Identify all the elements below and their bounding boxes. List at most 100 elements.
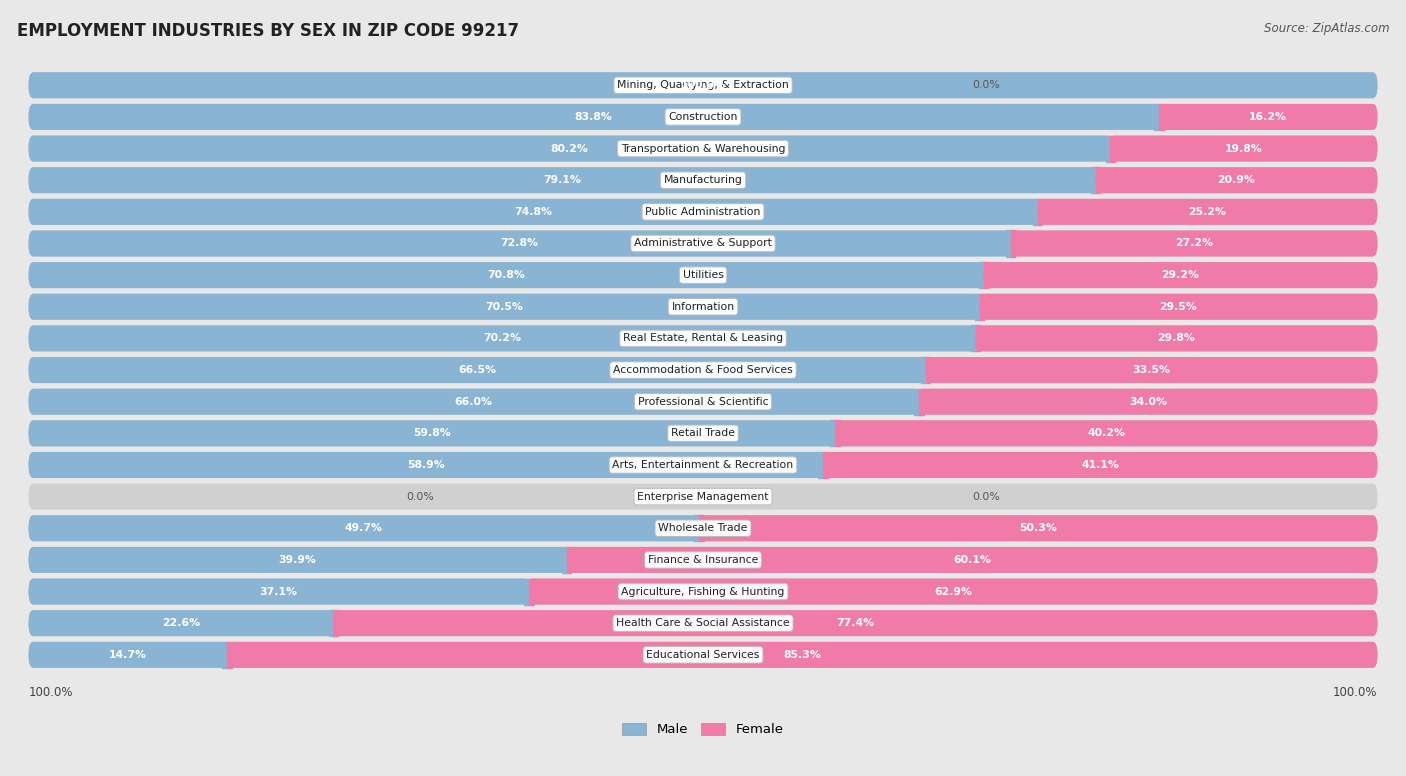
FancyBboxPatch shape [28, 294, 980, 320]
Bar [529, 579, 534, 605]
Text: 100.0%: 100.0% [681, 80, 725, 90]
Text: 70.8%: 70.8% [486, 270, 524, 280]
Text: 59.8%: 59.8% [413, 428, 451, 438]
FancyBboxPatch shape [28, 579, 1378, 605]
Text: 27.2%: 27.2% [1175, 238, 1213, 248]
Text: 74.8%: 74.8% [515, 207, 553, 217]
FancyBboxPatch shape [28, 515, 1378, 542]
FancyBboxPatch shape [529, 579, 1378, 605]
Text: 70.2%: 70.2% [484, 334, 522, 344]
Bar [695, 515, 699, 542]
FancyBboxPatch shape [28, 72, 1378, 99]
Text: 85.3%: 85.3% [783, 650, 821, 660]
FancyBboxPatch shape [28, 515, 699, 542]
Bar [976, 325, 980, 352]
Text: 29.5%: 29.5% [1160, 302, 1198, 312]
Text: 70.5%: 70.5% [485, 302, 523, 312]
Text: 0.0%: 0.0% [406, 492, 434, 501]
Text: 0.0%: 0.0% [972, 80, 1000, 90]
FancyBboxPatch shape [28, 230, 1011, 257]
Text: 0.0%: 0.0% [972, 492, 1000, 501]
Text: Construction: Construction [668, 112, 738, 122]
FancyBboxPatch shape [28, 262, 984, 288]
FancyBboxPatch shape [28, 136, 1378, 161]
Text: 34.0%: 34.0% [1129, 397, 1167, 407]
FancyBboxPatch shape [28, 230, 1378, 257]
FancyBboxPatch shape [28, 579, 529, 605]
FancyBboxPatch shape [28, 642, 1378, 668]
FancyBboxPatch shape [333, 610, 1378, 636]
Text: 60.1%: 60.1% [953, 555, 991, 565]
FancyBboxPatch shape [1095, 167, 1378, 193]
Text: 16.2%: 16.2% [1250, 112, 1288, 122]
FancyBboxPatch shape [28, 294, 1378, 320]
Bar [567, 547, 571, 573]
FancyBboxPatch shape [1159, 104, 1378, 130]
FancyBboxPatch shape [28, 483, 1378, 510]
Bar [333, 610, 337, 636]
FancyBboxPatch shape [28, 357, 925, 383]
FancyBboxPatch shape [28, 104, 1159, 130]
Text: 100.0%: 100.0% [28, 687, 73, 699]
FancyBboxPatch shape [920, 389, 1378, 414]
Bar [914, 389, 920, 414]
FancyBboxPatch shape [28, 262, 1378, 288]
FancyBboxPatch shape [28, 547, 1378, 573]
Bar [1011, 230, 1015, 257]
Bar [925, 357, 931, 383]
Text: Retail Trade: Retail Trade [671, 428, 735, 438]
FancyBboxPatch shape [28, 389, 920, 414]
Bar [1111, 136, 1115, 161]
Bar [984, 262, 988, 288]
FancyBboxPatch shape [1111, 136, 1378, 161]
Bar [1091, 167, 1095, 193]
Bar [524, 579, 529, 605]
Text: 19.8%: 19.8% [1225, 144, 1263, 154]
Bar [1159, 104, 1164, 130]
Text: 14.7%: 14.7% [108, 650, 146, 660]
Text: Professional & Scientific: Professional & Scientific [638, 397, 768, 407]
Text: Wholesale Trade: Wholesale Trade [658, 523, 748, 533]
Legend: Male, Female: Male, Female [617, 718, 789, 742]
Text: 37.1%: 37.1% [260, 587, 298, 597]
Text: 62.9%: 62.9% [934, 587, 972, 597]
Text: Educational Services: Educational Services [647, 650, 759, 660]
Bar [1095, 167, 1101, 193]
Text: 79.1%: 79.1% [543, 175, 581, 185]
Bar [222, 642, 226, 668]
FancyBboxPatch shape [567, 547, 1378, 573]
Text: Information: Information [672, 302, 734, 312]
Text: 80.2%: 80.2% [551, 144, 588, 154]
Bar [329, 610, 333, 636]
Bar [1105, 136, 1111, 161]
Text: Health Care & Social Assistance: Health Care & Social Assistance [616, 618, 790, 629]
Text: Source: ZipAtlas.com: Source: ZipAtlas.com [1264, 22, 1389, 35]
Text: 39.9%: 39.9% [278, 555, 316, 565]
FancyBboxPatch shape [28, 389, 1378, 414]
Text: Administrative & Support: Administrative & Support [634, 238, 772, 248]
Text: Accommodation & Food Services: Accommodation & Food Services [613, 365, 793, 375]
Bar [823, 452, 828, 478]
FancyBboxPatch shape [925, 357, 1378, 383]
FancyBboxPatch shape [28, 199, 1378, 225]
FancyBboxPatch shape [28, 421, 1378, 446]
Bar [226, 642, 232, 668]
Text: 29.8%: 29.8% [1157, 334, 1195, 344]
FancyBboxPatch shape [226, 642, 1378, 668]
Text: Real Estate, Rental & Leasing: Real Estate, Rental & Leasing [623, 334, 783, 344]
Text: 100.0%: 100.0% [1333, 687, 1378, 699]
Text: Finance & Insurance: Finance & Insurance [648, 555, 758, 565]
Bar [1038, 199, 1042, 225]
FancyBboxPatch shape [28, 136, 1111, 161]
Bar [980, 294, 984, 320]
Text: Utilities: Utilities [682, 270, 724, 280]
Text: 40.2%: 40.2% [1087, 428, 1125, 438]
Text: Enterprise Management: Enterprise Management [637, 492, 769, 501]
FancyBboxPatch shape [28, 357, 1378, 383]
FancyBboxPatch shape [28, 610, 1378, 636]
Bar [921, 357, 925, 383]
Bar [1005, 230, 1011, 257]
Text: 41.1%: 41.1% [1081, 460, 1119, 470]
Text: Mining, Quarrying, & Extraction: Mining, Quarrying, & Extraction [617, 80, 789, 90]
FancyBboxPatch shape [28, 452, 1378, 478]
